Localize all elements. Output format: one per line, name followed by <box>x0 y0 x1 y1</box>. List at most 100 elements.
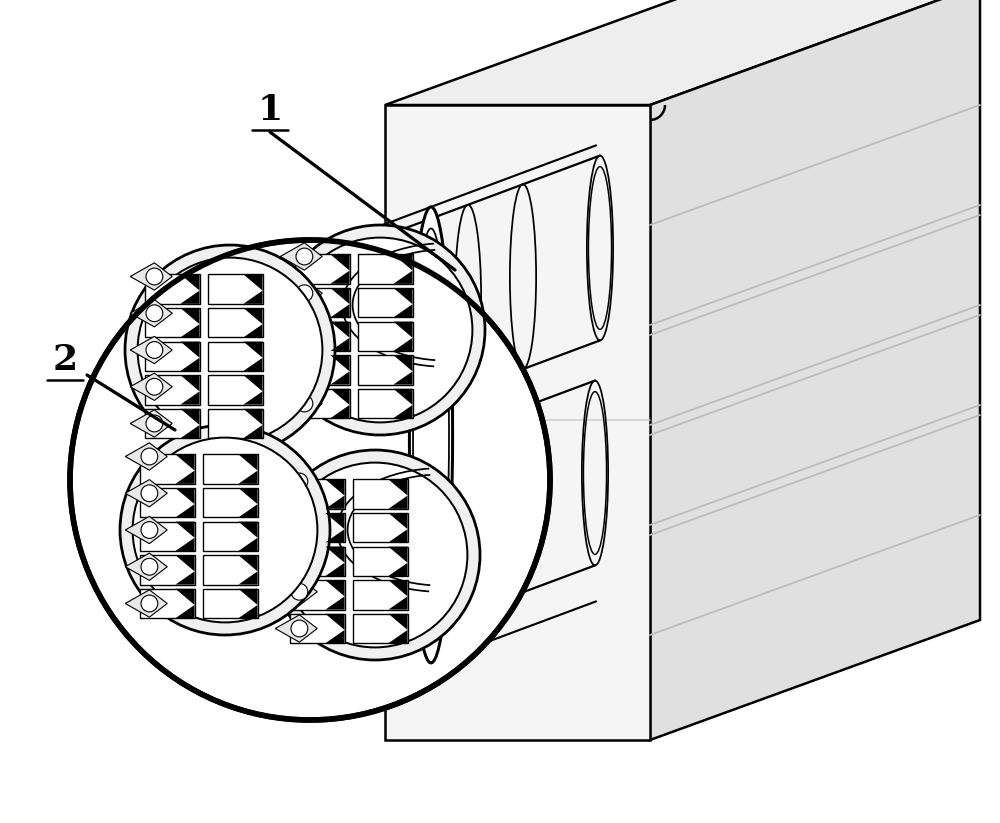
Polygon shape <box>175 504 195 518</box>
Bar <box>353 480 408 509</box>
Polygon shape <box>325 480 345 495</box>
Circle shape <box>141 558 158 575</box>
Bar <box>353 614 408 644</box>
Polygon shape <box>130 337 172 364</box>
Polygon shape <box>243 425 263 438</box>
Bar <box>295 356 350 384</box>
Polygon shape <box>243 375 263 392</box>
Polygon shape <box>388 614 408 630</box>
Circle shape <box>146 379 163 395</box>
Polygon shape <box>180 375 200 392</box>
Polygon shape <box>330 254 350 271</box>
Bar <box>290 546 345 576</box>
Polygon shape <box>325 546 345 563</box>
Bar <box>358 388 413 418</box>
Bar <box>208 274 263 304</box>
Polygon shape <box>180 358 200 371</box>
Polygon shape <box>175 454 195 471</box>
Polygon shape <box>275 542 317 569</box>
Polygon shape <box>243 409 263 425</box>
Polygon shape <box>175 488 195 504</box>
Text: 2: 2 <box>52 343 78 377</box>
Polygon shape <box>330 305 350 318</box>
Polygon shape <box>125 516 167 544</box>
Polygon shape <box>175 556 195 571</box>
Polygon shape <box>243 324 263 337</box>
Polygon shape <box>650 0 980 740</box>
Polygon shape <box>330 288 350 305</box>
Bar <box>295 388 350 418</box>
Polygon shape <box>330 337 350 351</box>
Polygon shape <box>125 553 167 580</box>
Circle shape <box>288 238 472 422</box>
Polygon shape <box>388 513 408 529</box>
Polygon shape <box>388 495 408 509</box>
Polygon shape <box>180 324 200 337</box>
Polygon shape <box>180 392 200 405</box>
Bar <box>208 409 263 438</box>
Polygon shape <box>325 563 345 576</box>
Bar <box>203 522 258 551</box>
Bar <box>353 513 408 542</box>
Circle shape <box>141 522 158 538</box>
Circle shape <box>291 473 308 490</box>
Polygon shape <box>180 409 200 425</box>
Polygon shape <box>175 588 195 605</box>
Circle shape <box>291 620 308 637</box>
Text: 1: 1 <box>257 93 283 127</box>
Bar <box>140 588 195 618</box>
Polygon shape <box>130 410 172 437</box>
Bar <box>203 588 258 618</box>
Bar <box>358 288 413 318</box>
Circle shape <box>270 450 480 660</box>
Polygon shape <box>125 480 167 507</box>
Polygon shape <box>175 605 195 618</box>
Polygon shape <box>243 392 263 405</box>
Polygon shape <box>325 630 345 644</box>
Polygon shape <box>180 291 200 304</box>
Polygon shape <box>330 405 350 418</box>
Bar <box>208 375 263 405</box>
Bar <box>290 480 345 509</box>
Circle shape <box>283 463 467 648</box>
Circle shape <box>133 438 317 622</box>
Polygon shape <box>243 274 263 291</box>
Circle shape <box>146 268 163 285</box>
Polygon shape <box>238 504 258 518</box>
Polygon shape <box>280 243 322 270</box>
Bar <box>140 522 195 551</box>
Polygon shape <box>325 614 345 630</box>
Circle shape <box>70 240 550 720</box>
Circle shape <box>138 258 322 443</box>
Circle shape <box>296 358 313 375</box>
Polygon shape <box>388 529 408 542</box>
Bar <box>145 375 200 405</box>
Polygon shape <box>243 342 263 358</box>
Circle shape <box>141 448 158 465</box>
Polygon shape <box>393 337 413 351</box>
Circle shape <box>296 248 313 265</box>
Bar <box>145 342 200 371</box>
Polygon shape <box>180 308 200 324</box>
Polygon shape <box>330 371 350 384</box>
Polygon shape <box>385 0 980 105</box>
Bar <box>140 488 195 518</box>
Polygon shape <box>275 467 317 495</box>
Polygon shape <box>388 480 408 495</box>
Bar <box>290 614 345 644</box>
Polygon shape <box>280 353 322 380</box>
Bar <box>290 513 345 542</box>
Circle shape <box>146 305 163 322</box>
Polygon shape <box>243 308 263 324</box>
Polygon shape <box>175 471 195 484</box>
Polygon shape <box>388 546 408 563</box>
Polygon shape <box>393 288 413 305</box>
Bar <box>358 356 413 384</box>
Polygon shape <box>388 630 408 644</box>
Polygon shape <box>238 454 258 471</box>
Bar <box>140 454 195 484</box>
Polygon shape <box>330 271 350 284</box>
Polygon shape <box>275 578 317 606</box>
Polygon shape <box>180 342 200 358</box>
Bar <box>203 488 258 518</box>
